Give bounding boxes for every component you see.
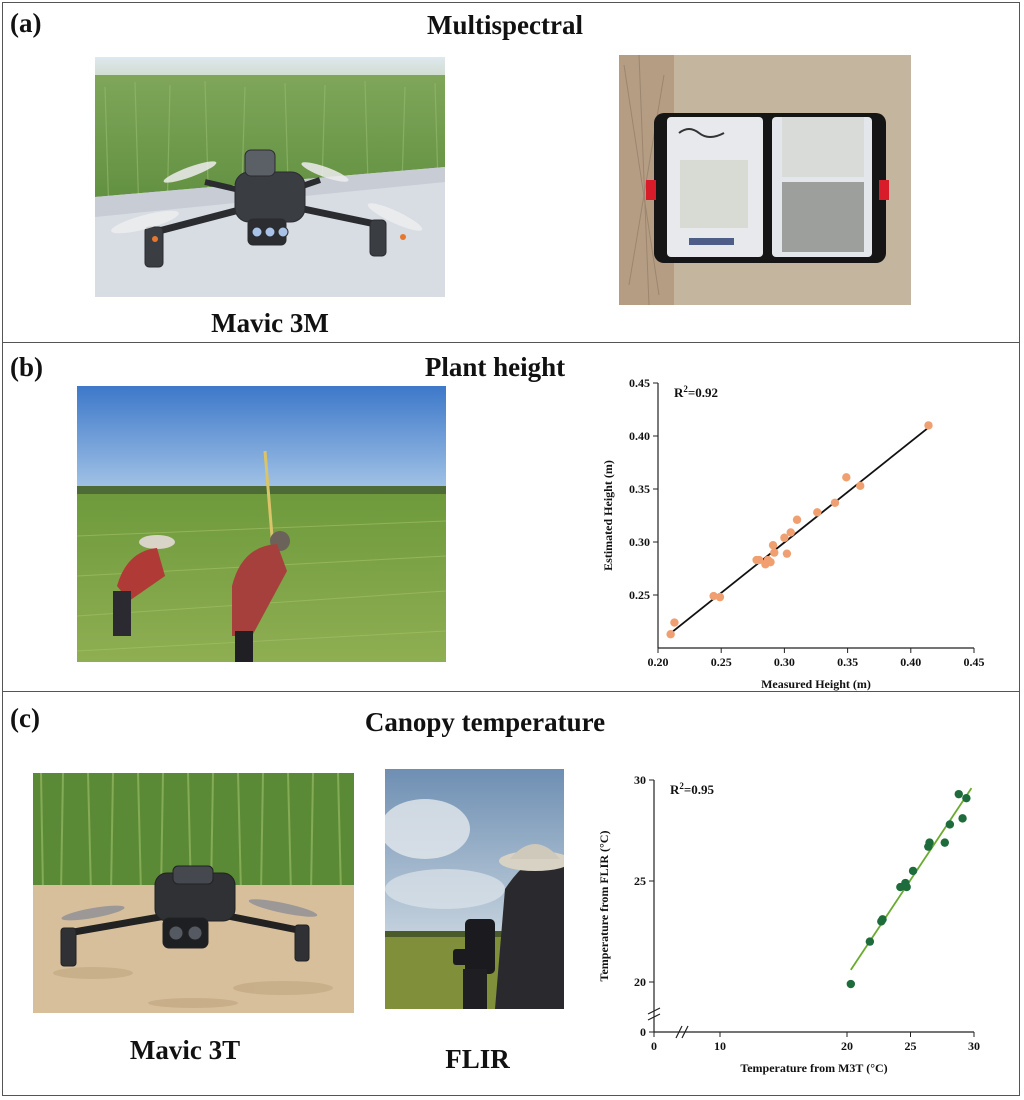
y-tick-label: 0.30 [629, 535, 650, 549]
drone-over-wheat-photo [95, 57, 445, 297]
panel-c-label: (c) [10, 703, 40, 733]
data-point [813, 508, 822, 517]
field-measurement-photo [77, 386, 446, 662]
x-axis-title: Measured Height (m) [761, 677, 871, 691]
data-point [709, 591, 718, 601]
r-squared-superscript: 2 [683, 384, 688, 394]
x-tick-label: 30 [968, 1039, 980, 1053]
thermal-drone-photo [33, 773, 354, 1013]
plant-height-scatter-svg: 0.20 0.25 0.30 0.35 0.40 0.45 0.25 0.30 0.35 0.40… [601, 376, 985, 691]
y-tick-label: 0.45 [629, 376, 650, 390]
y-axis-title: Temperature from FLIR (°C) [597, 831, 611, 982]
y-tick-label: 20 [634, 975, 646, 989]
data-point [954, 789, 963, 799]
data-point [768, 540, 778, 550]
mavic-3t-caption: Mavic 3T [129, 1035, 241, 1065]
panel-divider-ab [2, 342, 1020, 343]
data-point [958, 814, 967, 823]
data-point [908, 866, 918, 876]
x-tick-label: 0.40 [900, 655, 921, 669]
flir-caption: FLIR [445, 1044, 510, 1074]
r-squared-base: R [674, 385, 684, 400]
data-point [924, 421, 933, 430]
data-point [715, 592, 725, 602]
data-point [766, 557, 775, 567]
data-point [786, 528, 795, 537]
panel-c-title: Canopy temperature [364, 707, 606, 737]
data-point [770, 548, 779, 557]
panel-divider-bc [2, 691, 1020, 692]
x-axis-break [675, 1025, 689, 1039]
panel-b-title: Plant height [424, 352, 566, 382]
r-squared-annotation: R2=0.95 [670, 781, 715, 797]
data-point [902, 882, 911, 892]
data-point [962, 793, 971, 803]
panel-a-title: Multispectral [427, 10, 583, 40]
x-axis-title: Temperature from M3T (°C) [740, 1061, 887, 1075]
y-tick-label: 0 [640, 1025, 646, 1039]
x-tick-label: 0.20 [648, 655, 669, 669]
data-point [856, 481, 865, 491]
r-squared-value: =0.92 [688, 385, 718, 400]
x-tick-label: 20 [841, 1039, 853, 1053]
panel-a-label: (a) [10, 8, 42, 38]
y-tick-label: 25 [634, 874, 646, 888]
x-tick-label: 0.45 [964, 655, 985, 669]
canopy-temperature-chart: 0 10 20 25 30 0 20 25 30 Temperature from M3T (°C… [590, 760, 1000, 1090]
calibration-panel-case-photo [619, 55, 911, 305]
y-axis-title: Estimated Height (m) [601, 460, 615, 571]
r-squared-value: =0.95 [684, 782, 715, 797]
r-squared-base: R [670, 782, 680, 797]
data-point [940, 838, 949, 847]
r-squared-annotation: R2=0.92 [674, 384, 718, 400]
data-point [945, 820, 955, 829]
data-point [878, 915, 887, 924]
mavic-3m-caption: Mavic 3M [211, 308, 329, 338]
y-tick-label: 0.35 [629, 482, 650, 496]
y-tick-label: 0.40 [629, 429, 650, 443]
x-tick-label: 25 [905, 1039, 917, 1053]
flir-handheld-photo [385, 769, 564, 1009]
data-point [925, 838, 934, 847]
y-tick-label: 0.25 [629, 588, 650, 602]
canopy-temperature-scatter-svg: 0 10 20 25 30 0 20 25 30 Temperature from M3T (°C… [597, 773, 980, 1075]
y-axis-break [647, 1007, 661, 1021]
data-point [780, 533, 789, 542]
data-point [846, 979, 856, 989]
r-squared-superscript: 2 [679, 781, 684, 791]
x-tick-label: 0.30 [774, 655, 795, 669]
x-tick-label: 0 [651, 1039, 657, 1053]
data-point [670, 618, 679, 627]
x-tick-label: 0.35 [837, 655, 858, 669]
fit-line [670, 426, 930, 634]
plant-height-chart: 0.20 0.25 0.30 0.35 0.40 0.45 0.25 0.30 0.35 0.40… [590, 375, 990, 691]
x-tick-label: 0.25 [711, 655, 732, 669]
panel-b-label: (b) [10, 352, 43, 382]
data-point [842, 473, 851, 482]
data-point [830, 498, 840, 507]
x-tick-label: 10 [714, 1039, 726, 1053]
data-point [865, 937, 875, 946]
data-point [782, 549, 792, 558]
data-point [754, 555, 764, 565]
data-point [792, 515, 802, 524]
data-point [666, 630, 675, 639]
y-tick-label: 30 [634, 773, 646, 787]
